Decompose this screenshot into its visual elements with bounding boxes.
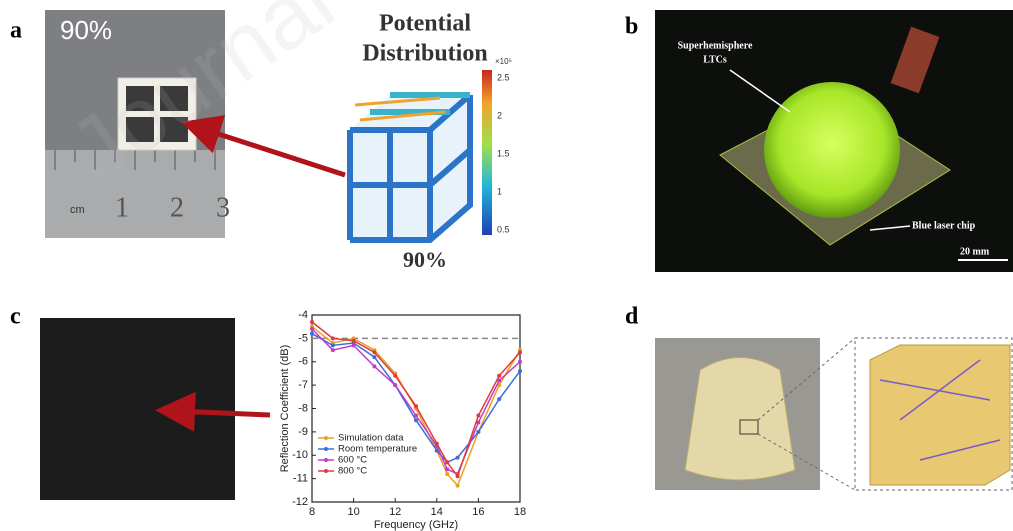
ruler-unit: cm [70, 204, 85, 216]
y-tick-label: -5 [298, 332, 308, 344]
data-point [456, 456, 460, 460]
data-point [352, 343, 356, 347]
x-tick-label: 12 [389, 506, 401, 518]
data-point [393, 374, 397, 378]
panel-label: c [10, 304, 21, 330]
data-point [456, 484, 460, 488]
annotation: LTCs [703, 54, 727, 65]
data-point [445, 472, 449, 476]
data-point [393, 383, 397, 387]
data-point [372, 364, 376, 368]
title-line: Potential [379, 11, 471, 37]
data-point [414, 414, 418, 418]
caption: 90% [403, 247, 447, 272]
title-line: Distribution [362, 41, 487, 67]
ruler-number: 1 [115, 192, 129, 223]
data-point [414, 404, 418, 408]
data-point [445, 460, 449, 464]
ruler-number: 3 [216, 192, 230, 223]
cone [685, 358, 795, 481]
colorbar-tick-label: 0.5 [497, 224, 510, 234]
data-point [352, 339, 356, 343]
panel-label: a [10, 18, 22, 44]
y-tick-label: -8 [298, 402, 308, 414]
legend-label: 600 °C [338, 455, 367, 466]
x-tick-label: 10 [347, 506, 359, 518]
panel-label: b [625, 14, 638, 40]
legend-label: Simulation data [338, 433, 404, 444]
lattice [350, 95, 470, 240]
photo [40, 318, 235, 500]
colorbar [482, 70, 492, 235]
data-point [310, 320, 314, 324]
annotation: Superhemisphere [678, 40, 753, 51]
figure: a 90% cm 1 2 3 Potential Distribution ×1… [0, 0, 1013, 531]
dome [764, 82, 900, 218]
legend-marker [324, 469, 328, 473]
colorbar-tick-label: 1 [497, 186, 502, 196]
data-point [497, 397, 501, 401]
data-point [435, 442, 439, 446]
data-point [310, 332, 314, 336]
y-tick-label: -7 [298, 379, 308, 391]
data-point [331, 348, 335, 352]
data-point [518, 360, 522, 364]
x-tick-label: 8 [309, 506, 315, 518]
x-tick-label: 18 [514, 506, 526, 518]
y-tick-label: -4 [298, 309, 308, 321]
data-point [310, 327, 314, 331]
x-tick-label: 16 [472, 506, 484, 518]
data-point [372, 350, 376, 354]
cube [870, 345, 1010, 485]
data-point [372, 355, 376, 359]
data-point [456, 474, 460, 478]
colorbar-tick-label: 2 [497, 110, 502, 120]
data-point [518, 350, 522, 354]
colorbar-tick-label: 1.5 [497, 148, 510, 158]
legend-label: 800 °C [338, 466, 367, 477]
y-tick-label: -6 [298, 356, 308, 368]
legend-label: Room temperature [338, 444, 417, 455]
colorbar-tick-label: 2.5 [497, 72, 510, 82]
legend-marker [324, 458, 328, 462]
data-point [518, 369, 522, 373]
colorbar-exponent: ×10⁵ [495, 57, 512, 66]
y-tick-label: -12 [292, 496, 308, 508]
scale-bar-label: 20 mm [960, 246, 990, 257]
data-point [497, 374, 501, 378]
panel-label: d [625, 304, 639, 330]
legend-marker [324, 436, 328, 440]
x-axis-label: Frequency (GHz) [374, 519, 458, 531]
ruler-number: 2 [170, 192, 184, 223]
photo-text: 90% [60, 15, 112, 45]
y-tick-label: -9 [298, 426, 308, 438]
data-point [476, 414, 480, 418]
y-tick-label: -11 [293, 473, 308, 485]
data-point [331, 343, 335, 347]
data-point [445, 467, 449, 471]
data-point [476, 430, 480, 434]
data-point [331, 336, 335, 340]
legend-marker [324, 447, 328, 451]
x-tick-label: 14 [431, 506, 443, 518]
y-axis-label: Reflection Coefficient (dB) [279, 345, 291, 473]
y-tick-label: -10 [292, 449, 308, 461]
annotation: Blue laser chip [912, 220, 976, 231]
